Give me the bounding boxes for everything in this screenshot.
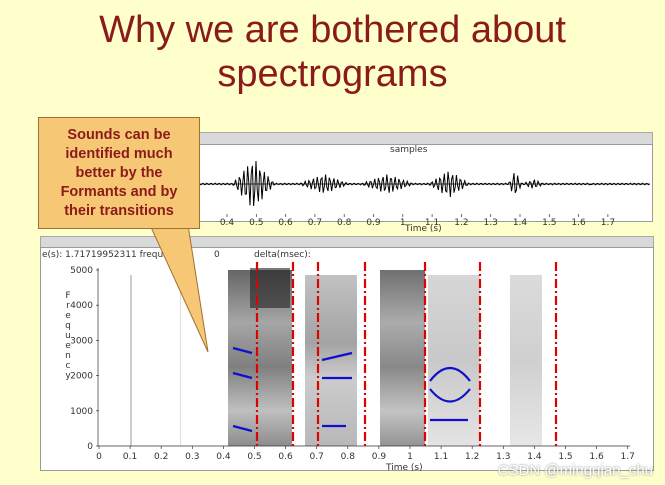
callout-line: better by the: [75, 164, 163, 181]
waveform-x-tick-label: 1.5: [542, 218, 556, 228]
callout-line: identified much: [65, 145, 173, 162]
y-axis-label-letter: F: [65, 291, 70, 301]
callout-line: Sounds can be: [67, 126, 171, 143]
callout-line: their transitions: [64, 202, 174, 219]
spectrogram-x-tick-label: 1.4: [527, 452, 542, 462]
spectrogram-x-tick-label: 0.9: [372, 452, 387, 462]
status-time-readout: e(s): 1.71719952311 freque: [42, 250, 169, 260]
y-axis-label-letter: e: [65, 341, 71, 351]
waveform-x-tick-label: 0.4: [220, 218, 235, 228]
spectrogram-x-tick-label: 1.5: [558, 452, 572, 462]
waveform-x-tick-label: 1: [400, 218, 406, 228]
spectrogram-x-tick-label: 0.7: [310, 452, 324, 462]
spectrogram-x-tick-label: 1.1: [434, 452, 448, 462]
formant-track: [429, 388, 471, 403]
waveform-x-tick-label: 1.4: [513, 218, 528, 228]
spectrogram-x-tick-label: 0.2: [154, 452, 168, 462]
formant-track: [232, 371, 253, 380]
spectrogram-y-tick-label: 4000: [70, 301, 93, 311]
y-axis-label-letter: r: [66, 301, 70, 311]
spectrogram-x-tick-label: 0.5: [247, 452, 261, 462]
segment-boundaries: [255, 262, 558, 446]
callout-box: Sounds can be identified much better by …: [38, 117, 200, 229]
waveform-x-tick-label: 0.7: [308, 218, 322, 228]
spectrogram-y-tick-label: 0: [87, 442, 93, 452]
waveform-x-tick-label: 1.2: [454, 218, 468, 228]
waveform-x-label: Time (s): [404, 224, 442, 234]
waveform-x-tick-label: 1.6: [571, 218, 586, 228]
spectrogram-y-tick-label: 1000: [70, 407, 93, 417]
spectrogram-x-tick-label: 0.4: [216, 452, 231, 462]
spectrogram-x-tick-label: 1.2: [465, 452, 479, 462]
spectrogram-x-tick-label: 0.1: [123, 452, 137, 462]
status-zero: 0: [214, 250, 220, 260]
spectrogram-x-tick-label: 1.7: [621, 452, 635, 462]
formant-track: [321, 351, 353, 362]
spectrogram-x-tick-label: 0.8: [341, 452, 356, 462]
waveform-header-label: samples: [390, 145, 428, 155]
title-line-1: Why we are bothered about: [99, 9, 566, 51]
spectrogram-x-tick-label: 1: [407, 452, 413, 462]
y-axis-label-letter: n: [65, 351, 71, 361]
callout-line: Formants and by: [60, 183, 178, 200]
spectrogram-x-tick-label: 1.3: [496, 452, 510, 462]
spectrogram-y-tick-label: 5000: [70, 266, 93, 276]
formant-tracks: [232, 346, 471, 433]
waveform-x-ticks: 0.4 0.5 0.6 0.7 0.8 0.9 1 1.1 1.2 1.3 1.4 1.5 1.6 1.7: [220, 214, 615, 228]
waveform-x-tick-label: 0.8: [337, 218, 352, 228]
slide-title: Why we are bothered about spectrograms: [0, 8, 665, 96]
spectrogram-x-label: Time (s): [385, 463, 423, 473]
waveform-x-tick-label: 0.5: [249, 218, 263, 228]
y-axis-label-letter: c: [66, 361, 71, 371]
waveform-x-tick-label: 0.9: [366, 218, 381, 228]
spectrogram-x-ticks: 0 0.1 0.2 0.3 0.4 0.5 0.6 0.7 0.8 0.9 1 1.1 1.2 1.3 1.…: [96, 446, 635, 462]
waveform-x-tick-label: 1.7: [601, 218, 615, 228]
status-delta: delta(msec):: [254, 250, 311, 260]
formant-track: [232, 424, 253, 433]
y-axis-label-letter: q: [65, 321, 71, 331]
spectrogram-y-tick-label: 3000: [70, 336, 93, 346]
spectrogram-x-tick-label: 0.6: [278, 452, 293, 462]
y-axis-label-letter: y: [65, 371, 71, 381]
waveform-x-tick-label: 1.1: [425, 218, 439, 228]
title-line-2: spectrograms: [217, 53, 448, 95]
watermark: CSDN @mingqian_chu: [497, 462, 653, 479]
waveform-plot: [195, 160, 650, 207]
spectrogram-x-tick-label: 1.6: [589, 452, 604, 462]
spectrogram-y-tick-label: 2000: [70, 372, 93, 382]
waveform-window: [195, 144, 653, 222]
formant-track: [429, 366, 471, 382]
y-axis-label-letter: u: [65, 331, 71, 341]
y-axis-label-letter: e: [65, 311, 71, 321]
waveform-x-tick-label: 0.6: [278, 218, 293, 228]
spectrogram-x-tick-label: 0.3: [185, 452, 199, 462]
waveform-x-tick-label: 1.3: [484, 218, 498, 228]
formant-track: [232, 346, 253, 355]
spectrogram-x-tick-label: 0: [96, 452, 102, 462]
